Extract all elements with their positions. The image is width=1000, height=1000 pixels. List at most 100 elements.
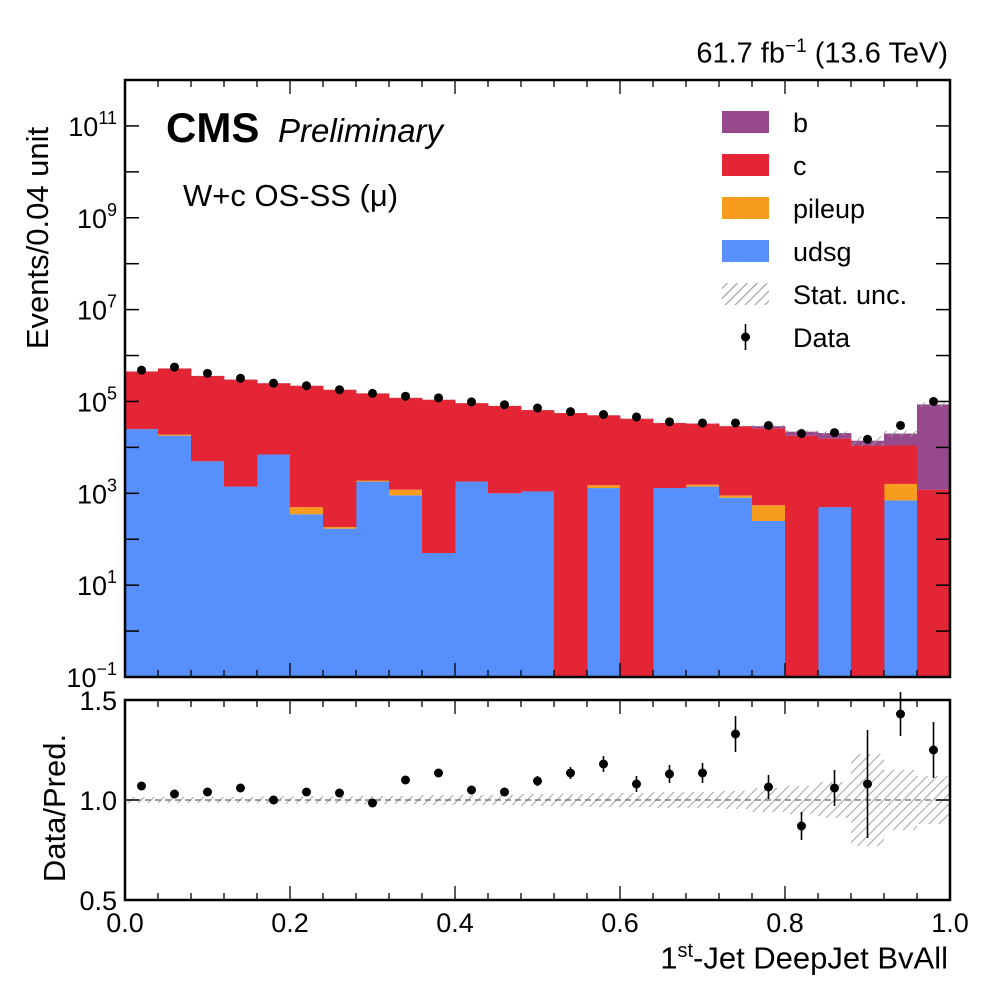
data-point — [269, 378, 278, 388]
ratio-axes: 0.5 1.0 1.5 0.0 0.2 0.4 0.6 0.8 1.0 — [79, 686, 968, 938]
legend-swatch-stat-unc — [722, 283, 769, 305]
ratio-point — [170, 789, 179, 799]
bar-udsg — [752, 520, 786, 677]
bar-pileup — [884, 483, 918, 501]
bar-c — [719, 426, 753, 496]
bar-pileup — [752, 505, 786, 521]
bar-udsg — [719, 497, 753, 677]
ratio-y-tick-label: 1.5 — [79, 686, 117, 716]
legend-label-b: b — [793, 108, 808, 138]
ratio-point — [731, 729, 740, 739]
bar-c — [323, 389, 357, 527]
bar-c — [158, 368, 192, 435]
bar-c — [587, 415, 621, 486]
bar-pileup — [389, 489, 423, 496]
data-point — [863, 434, 872, 444]
ratio-point — [599, 759, 608, 769]
bar-c — [818, 438, 852, 508]
y-tick-label: 1011 — [68, 108, 117, 142]
data-point — [236, 373, 245, 383]
y-tick-label: 10−1 — [66, 659, 117, 693]
ratio-point — [533, 776, 542, 786]
bar-b — [884, 433, 918, 446]
legend-data-marker — [741, 332, 750, 342]
legend: bc pileup udsg Stat. unc. Data — [722, 108, 907, 353]
ratio-unc-band — [125, 754, 950, 846]
data-point — [203, 368, 212, 378]
x-axis-label: 1st-Jet DeepJet BvAll — [660, 940, 948, 976]
legend-label-data: Data — [793, 323, 851, 353]
bar-c — [257, 383, 291, 455]
data-point — [665, 417, 674, 427]
bar-pileup — [323, 526, 357, 529]
bar-pileup — [356, 480, 390, 482]
ratio-point — [929, 745, 938, 755]
legend-label-pileup: pileup — [793, 194, 865, 224]
ratio-point — [269, 795, 278, 805]
ratio-point — [698, 768, 707, 778]
ratio-point — [137, 781, 146, 791]
bar-c — [884, 445, 918, 484]
ratio-y-tick-label: 1.0 — [79, 786, 117, 816]
bar-udsg — [455, 481, 489, 677]
data-point — [170, 362, 179, 372]
bar-c — [653, 422, 687, 489]
bar-c — [521, 410, 555, 492]
ratio-point — [236, 783, 245, 793]
data-point — [434, 393, 443, 403]
bar-udsg — [488, 493, 522, 677]
y-tick-label: 103 — [77, 475, 117, 509]
data-point — [896, 420, 905, 430]
y-tick-label: 109 — [77, 200, 117, 234]
bar-udsg — [653, 488, 687, 677]
data-point — [335, 385, 344, 395]
bar-udsg — [323, 528, 357, 677]
cms-logo-text: CMS — [166, 104, 260, 151]
bar-c — [455, 403, 489, 482]
ratio-point — [467, 785, 476, 795]
ratio-unc-bin — [488, 795, 521, 805]
bar-c — [356, 393, 390, 481]
x-tick-label: 0.6 — [601, 908, 639, 938]
bar-pileup — [158, 434, 192, 436]
data-points — [137, 362, 938, 444]
main-histogram — [125, 368, 951, 677]
ratio-y-tick-label: 0.5 — [79, 886, 117, 916]
ratio-point — [764, 782, 773, 792]
bar-c — [554, 413, 588, 677]
legend-label-udsg: udsg — [793, 237, 852, 267]
bar-udsg — [290, 514, 324, 677]
bar-udsg — [686, 486, 720, 677]
ratio-point — [632, 779, 641, 789]
ratio-point — [500, 787, 509, 797]
bar-c — [752, 428, 786, 506]
ratio-point — [830, 783, 839, 793]
data-point — [632, 412, 641, 422]
bar-c — [422, 399, 456, 554]
bar-udsg — [191, 461, 225, 677]
data-point — [467, 397, 476, 407]
ratio-point — [335, 788, 344, 798]
bar-udsg — [125, 429, 159, 677]
x-tick-label: 1.0 — [931, 908, 969, 938]
bar-pileup — [686, 484, 720, 487]
bar-c — [488, 405, 522, 494]
bar-pileup — [290, 507, 324, 515]
data-point — [533, 403, 542, 413]
bar-udsg — [818, 507, 852, 677]
ratio-point — [797, 821, 806, 831]
selection-annotation: W+c OS-SS (μ) — [183, 178, 399, 213]
ratio-unc-bin — [125, 797, 158, 803]
bar-c — [851, 445, 885, 677]
legend-swatch-c — [722, 154, 769, 176]
legend-swatch-b — [722, 111, 769, 133]
ratio-point — [203, 787, 212, 797]
ratio-unc-bin — [455, 795, 488, 805]
data-point — [731, 418, 740, 428]
ratio-point — [368, 798, 377, 808]
bar-udsg — [521, 491, 555, 677]
data-point — [566, 407, 575, 417]
bar-udsg — [587, 488, 621, 677]
data-point — [368, 388, 377, 398]
